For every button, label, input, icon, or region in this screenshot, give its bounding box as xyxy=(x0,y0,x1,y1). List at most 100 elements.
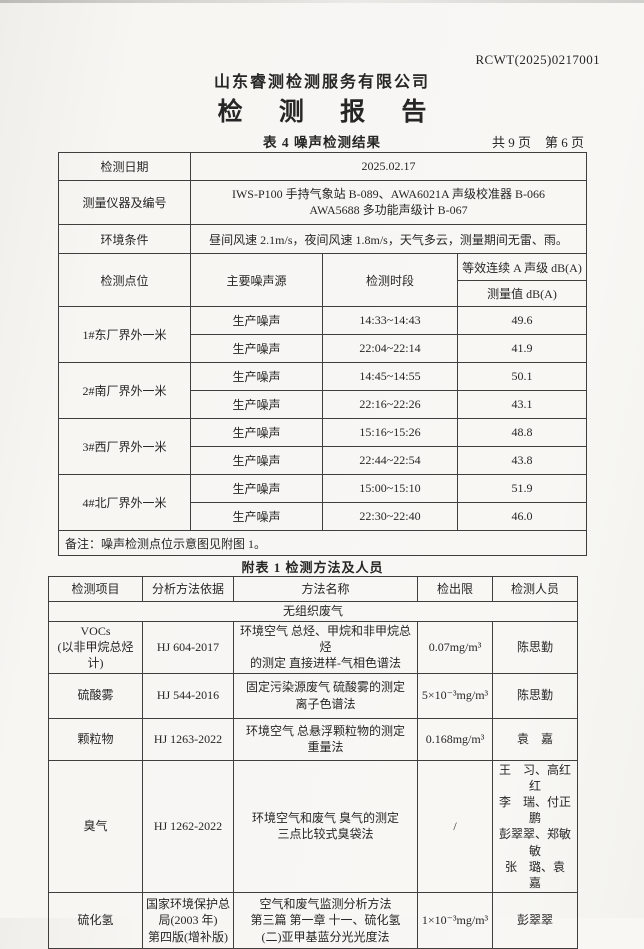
table-row: 4#北厂界外一米 生产噪声 15:00~15:10 51.9 xyxy=(58,474,588,531)
section-title: 无组织废气 xyxy=(48,601,578,622)
table-row: 生产噪声 22:04~22:14 41.9 xyxy=(59,334,588,363)
method-cell: 环境空气 总烃、甲烷和非甲烷总烃 的测定 直接进样-气相色谱法 xyxy=(233,621,418,674)
col-header-source: 主要噪声源 xyxy=(190,253,323,307)
personnel-cell: 袁 嘉 xyxy=(492,717,578,761)
noise-source-cell: 生产噪声 xyxy=(190,306,323,335)
personnel-cell: 陈思勤 xyxy=(492,672,578,719)
table-row: 2#南厂界外一米 生产噪声 14:45~14:55 50.1 xyxy=(58,362,588,419)
noise-source-cell: 生产噪声 xyxy=(190,390,323,419)
table-row: 硫化氢 国家环境保护总 局(2003 年) 第四版(增补版) 空气和废气监测分析… xyxy=(48,892,578,949)
limit-cell: 0.168mg/m³ xyxy=(417,717,493,761)
time-period-cell: 14:45~14:55 xyxy=(322,362,458,391)
methods-personnel-table: 检测项目 分析方法依据 方法名称 检出限 检测人员 无组织废气 VOCs (以非… xyxy=(48,576,578,949)
note-cell: 备注：噪声检测点位示意图见附图 1。 xyxy=(57,530,588,556)
point-name-cell: 4#北厂界外一米 xyxy=(58,474,191,531)
noise-source-cell: 生产噪声 xyxy=(190,474,323,503)
measured-value-cell: 46.0 xyxy=(456,502,588,531)
method-cell: 空气和废气监测分析方法 第三篇 第一章 十一、硫化氢 (二)亚甲基蓝分光光度法 xyxy=(233,892,418,949)
item-cell: 硫酸雾 xyxy=(48,672,143,719)
scan-edge-shadow xyxy=(0,0,644,3)
time-period-cell: 14:33~14:43 xyxy=(322,306,458,335)
report-title: 检 测 报 告 xyxy=(217,99,442,126)
time-period-cell: 22:16~22:26 xyxy=(322,390,458,419)
measured-value-cell: 51.9 xyxy=(456,474,588,503)
point-name-cell: 1#东厂界外一米 xyxy=(58,306,191,363)
limit-cell: / xyxy=(417,759,493,894)
basis-cell: HJ 1263-2022 xyxy=(142,717,234,761)
note-row: 备注：噪声检测点位示意图见附图 1。 xyxy=(57,530,588,556)
info-label: 测量仪器及编号 xyxy=(58,180,191,225)
measured-value-cell: 43.8 xyxy=(456,446,588,475)
page-indicator: 共 9 页第 6 页 xyxy=(478,132,584,151)
table-row: 硫酸雾 HJ 544-2016 固定污染源废气 硫酸雾的测定 离子色谱法 5×1… xyxy=(48,672,578,719)
time-period-cell: 22:44~22:54 xyxy=(322,446,458,475)
time-period-cell: 22:04~22:14 xyxy=(322,334,458,363)
item-cell: 颗粒物 xyxy=(48,717,143,761)
table-row: 检测日期 2025.02.17 xyxy=(58,152,588,181)
report-number: RCWT(2025)0217001 xyxy=(475,52,600,67)
noise-results-table: 检测日期 2025.02.17 测量仪器及编号 IWS-P100 手持气象站 B… xyxy=(57,152,588,556)
noise-source-cell: 生产噪声 xyxy=(190,334,323,363)
table-row: 测量仪器及编号 IWS-P100 手持气象站 B-089、AWA6021A 声级… xyxy=(58,180,588,225)
col-header-item: 检测项目 xyxy=(48,576,143,602)
header-row: 测量值 dB(A) xyxy=(59,280,588,307)
method-cell: 环境空气 总悬浮颗粒物的测定 重量法 xyxy=(233,717,418,761)
personnel-cell: 彭翠翠 xyxy=(492,892,578,949)
measured-value-cell: 50.1 xyxy=(456,362,588,391)
noise-source-cell: 生产噪声 xyxy=(190,362,323,391)
limit-cell: 5×10⁻³mg/m³ xyxy=(417,672,493,719)
col-header-personnel: 检测人员 xyxy=(492,576,578,602)
point-name-cell: 3#西厂界外一米 xyxy=(58,418,191,475)
col-header-period: 检测时段 xyxy=(322,253,458,307)
noise-source-cell: 生产噪声 xyxy=(190,502,323,531)
col-header-level-sub: 测量值 dB(A) xyxy=(456,280,588,307)
section-row: 无组织废气 xyxy=(48,601,578,622)
noise-table-caption: 表 4 噪声检测结果 xyxy=(263,135,381,150)
measured-value-cell: 43.1 xyxy=(456,390,588,419)
table-row: VOCs (以非甲烷总烃计) HJ 604-2017 环境空气 总烃、甲烷和非甲… xyxy=(48,621,578,674)
item-cell: 臭气 xyxy=(48,759,143,894)
point-name-cell: 2#南厂界外一米 xyxy=(58,362,191,419)
header-row: 检测点位 主要噪声源 检测时段 等效连续 A 声级 dB(A) xyxy=(58,253,588,307)
col-header-basis: 分析方法依据 xyxy=(142,576,234,602)
info-value: IWS-P100 手持气象站 B-089、AWA6021A 声级校准器 B-06… xyxy=(189,180,588,225)
measured-value-cell: 49.6 xyxy=(456,306,588,335)
table-row: 1#东厂界外一米 生产噪声 14:33~14:43 49.6 xyxy=(58,306,588,363)
noise-source-cell: 生产噪声 xyxy=(190,446,323,475)
company-name: 山东睿测检测服务有限公司 xyxy=(213,74,430,91)
info-label: 检测日期 xyxy=(58,152,191,181)
time-period-cell: 15:00~15:10 xyxy=(322,474,458,503)
info-value: 2025.02.17 xyxy=(189,152,588,181)
measured-value-cell: 48.8 xyxy=(456,418,588,447)
limit-cell: 0.07mg/m³ xyxy=(417,621,493,674)
basis-cell: HJ 604-2017 xyxy=(142,621,234,674)
noise-source-cell: 生产噪声 xyxy=(190,418,323,447)
col-header-point: 检测点位 xyxy=(58,253,191,307)
item-cell: 硫化氢 xyxy=(48,892,143,949)
basis-cell: HJ 544-2016 xyxy=(142,672,234,719)
table-row: 臭气 HJ 1262-2022 环境空气和废气 臭气的测定 三点比较式臭袋法 /… xyxy=(48,759,578,894)
personnel-cell: 陈思勤 xyxy=(492,621,578,674)
col-header-level-group: 等效连续 A 声级 dB(A) xyxy=(456,253,588,281)
col-header-limit: 检出限 xyxy=(417,576,493,602)
table-row: 环境条件 昼间风速 2.1m/s，夜间风速 1.8m/s，天气多云，测量期间无雷… xyxy=(58,224,588,254)
col-header-method: 方法名称 xyxy=(233,576,418,602)
basis-cell: HJ 1262-2022 xyxy=(142,759,234,894)
time-period-cell: 22:30~22:40 xyxy=(322,502,458,531)
measured-value-cell: 41.9 xyxy=(456,334,588,363)
page-current: 第 6 页 xyxy=(544,135,584,150)
item-cell: VOCs (以非甲烷总烃计) xyxy=(48,621,143,674)
personnel-cell: 王 习、高红红 李 瑞、付正鹏 彭翠翠、郑敏敏 张 璐、袁 嘉 xyxy=(492,759,578,894)
header-row: 检测项目 分析方法依据 方法名称 检出限 检测人员 xyxy=(48,576,578,602)
time-period-cell: 15:16~15:26 xyxy=(322,418,458,447)
limit-cell: 1×10⁻³mg/m³ xyxy=(417,892,493,949)
method-cell: 固定污染源废气 硫酸雾的测定 离子色谱法 xyxy=(233,672,418,719)
methods-table-caption: 附表 1 检测方法及人员 xyxy=(241,560,384,575)
noise-table-caption-row: 表 4 噪声检测结果 共 9 页第 6 页 xyxy=(58,131,586,151)
table-row: 生产噪声 22:16~22:26 43.1 xyxy=(59,390,588,419)
table-row: 3#西厂界外一米 生产噪声 15:16~15:26 48.8 xyxy=(58,418,588,475)
basis-cell: 国家环境保护总 局(2003 年) 第四版(增补版) xyxy=(142,892,234,949)
method-cell: 环境空气和废气 臭气的测定 三点比较式臭袋法 xyxy=(233,759,418,894)
table-row: 颗粒物 HJ 1263-2022 环境空气 总悬浮颗粒物的测定 重量法 0.16… xyxy=(48,717,578,761)
